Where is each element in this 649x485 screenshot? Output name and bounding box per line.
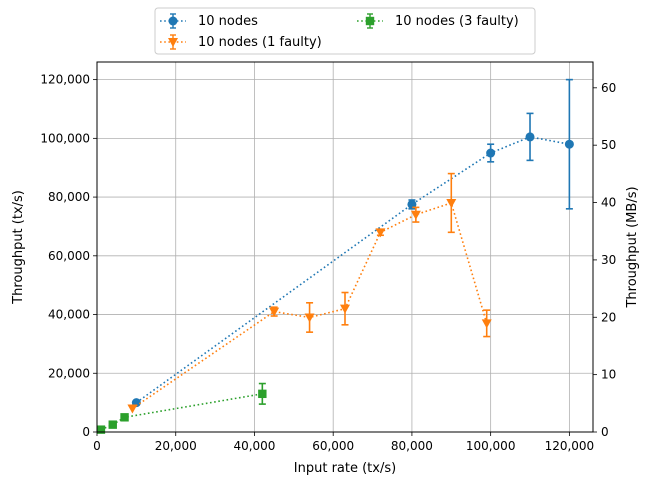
plot-frame xyxy=(96,61,594,433)
series-line xyxy=(131,201,488,410)
x-tick-label: 0 xyxy=(93,439,101,453)
series-line xyxy=(135,136,570,404)
x-tick-label: 80,000 xyxy=(391,439,433,453)
legend-box xyxy=(154,7,536,55)
y-axis-label: Throughput (tx/s) xyxy=(11,190,26,305)
y-tick-label: 0 xyxy=(82,425,90,439)
y-right-tick-label: 60 xyxy=(601,81,616,95)
legend-marker xyxy=(365,16,375,26)
x-tick-label: 20,000 xyxy=(155,439,197,453)
y-right-tick-label: 0 xyxy=(601,425,609,439)
grid-lines xyxy=(96,62,593,433)
series-1 xyxy=(131,78,574,408)
y-tick-label: 80,000 xyxy=(48,190,90,204)
y-tick-label: 100,000 xyxy=(40,131,90,145)
y-right-tick-label: 10 xyxy=(601,368,616,382)
legend-marker xyxy=(168,38,178,47)
data-point xyxy=(481,319,492,329)
legend-marker xyxy=(168,16,178,26)
y-right-tick-label: 20 xyxy=(601,310,616,324)
legend-entry-3: 10 nodes (3 faulty) xyxy=(357,13,519,29)
data-point xyxy=(486,148,496,158)
y-tick-label: 40,000 xyxy=(48,308,90,322)
data-point xyxy=(258,389,267,399)
y-tick-label: 60,000 xyxy=(48,249,90,263)
legend-label: 10 nodes (1 faulty) xyxy=(198,35,322,50)
y-right-tick-label: 30 xyxy=(601,253,616,267)
x-tick-label: 40,000 xyxy=(233,439,275,453)
data-point xyxy=(108,420,117,429)
x-tick-label: 120,000 xyxy=(545,439,595,453)
y-axis-right-label: Throughput (MB/s) xyxy=(625,186,640,308)
data-point xyxy=(525,132,535,142)
series-3 xyxy=(96,382,267,434)
legend-label: 10 nodes (3 faulty) xyxy=(395,14,519,29)
data-point xyxy=(269,307,280,317)
data-point xyxy=(127,404,138,414)
x-axis-label: Input rate (tx/s) xyxy=(294,461,396,476)
legend: 10 nodes 10 nodes (1 faulty) 10 nodes (3 f… xyxy=(154,7,536,55)
data-point xyxy=(96,425,106,434)
data-point xyxy=(340,304,350,314)
series-2 xyxy=(127,172,492,414)
legend-entry-1: 10 nodes xyxy=(160,13,258,29)
y-tick-label: 20,000 xyxy=(48,366,90,380)
axes: 0 20,000 40,000 60,000 80,000 100,000 120,000 0… xyxy=(40,73,616,453)
data-point xyxy=(564,139,574,149)
y-tick-label: 120,000 xyxy=(40,73,90,87)
legend-label: 10 nodes xyxy=(198,14,258,29)
data-point xyxy=(375,228,386,238)
data-point xyxy=(304,313,315,323)
y-right-tick-label: 40 xyxy=(601,196,616,210)
data-point xyxy=(120,413,129,422)
x-tick-label: 60,000 xyxy=(312,439,354,453)
legend-entry-2: 10 nodes (1 faulty) xyxy=(160,34,322,50)
data-series xyxy=(96,78,574,434)
y-right-tick-label: 50 xyxy=(601,138,616,152)
data-point xyxy=(446,198,457,208)
series-line xyxy=(100,393,263,431)
x-tick-label: 100,000 xyxy=(466,439,516,453)
data-point xyxy=(410,210,421,220)
